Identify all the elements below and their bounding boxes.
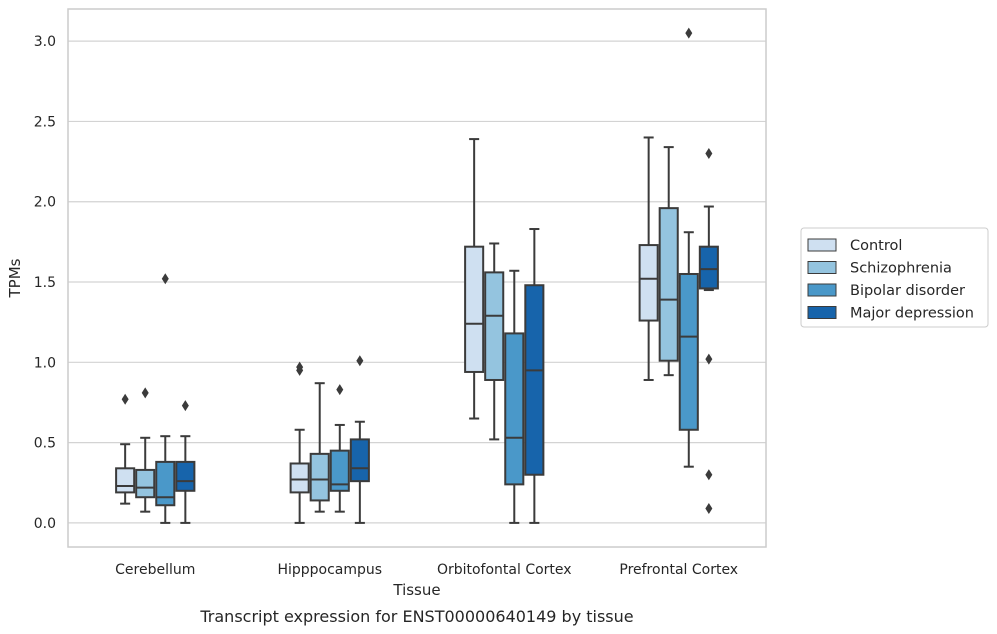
y-tick-labels: 0.0 0.5 1.0 1.5 2.0 2.5 3.0 <box>34 34 56 532</box>
box-body <box>504 332 525 486</box>
x-tick-labels: Cerebellum Hipppocampus Orbitofontal Corte… <box>115 562 738 578</box>
box <box>504 269 525 524</box>
legend-label: Bipolar disorder <box>850 283 965 299</box>
box <box>698 148 719 514</box>
box-body <box>484 271 505 381</box>
outlier-point <box>121 393 129 405</box>
y-tick-label: 1.0 <box>34 355 56 371</box>
box-body <box>115 467 136 494</box>
y-tick-label: 2.0 <box>34 195 56 211</box>
legend-label: Schizophrenia <box>850 261 952 277</box>
box-body <box>464 245 485 373</box>
figure-caption: Transcript expression for ENST0000064014… <box>199 607 633 626</box>
plot-area-frame <box>67 8 767 548</box>
gridlines <box>68 40 766 524</box>
box-body <box>309 452 330 502</box>
box-body <box>678 272 699 431</box>
box-body <box>289 462 310 494</box>
box <box>175 400 196 524</box>
box <box>658 146 679 377</box>
boxes <box>115 27 719 524</box>
outlier-point <box>685 27 693 39</box>
x-tick-label: Hipppocampus <box>277 562 382 578</box>
outlier-point <box>161 273 169 285</box>
box <box>115 393 136 505</box>
box <box>638 136 659 381</box>
box <box>289 361 310 524</box>
outlier-point <box>181 400 189 412</box>
box-body <box>135 468 156 499</box>
box <box>309 382 330 513</box>
y-tick-label: 1.5 <box>34 275 56 291</box>
box-body <box>155 460 176 507</box>
x-axis-label: Tissue <box>392 581 440 599</box>
y-axis-label: TPMs <box>6 258 24 298</box>
outlier-point <box>336 384 344 396</box>
outlier-point <box>705 353 713 365</box>
legend-frame <box>800 227 989 328</box>
box-body <box>349 438 370 483</box>
box <box>329 384 350 513</box>
box <box>524 228 545 524</box>
y-tick-label: 3.0 <box>34 34 56 50</box>
legend-swatch <box>807 238 837 252</box>
box-body <box>638 244 659 322</box>
x-tick-label: Prefrontal Cortex <box>619 562 738 578</box>
y-tick-label: 0.0 <box>34 516 56 532</box>
legend-swatch <box>807 306 837 319</box>
outlier-point <box>705 148 713 160</box>
y-tick-label: 2.5 <box>34 114 56 130</box>
outlier-point <box>356 355 364 367</box>
box <box>349 355 370 524</box>
box-body <box>524 284 545 476</box>
box-body <box>698 245 719 290</box>
box <box>155 273 176 524</box>
y-tick-label: 0.5 <box>34 436 56 452</box>
legend-swatch <box>807 283 837 297</box>
box-body <box>658 207 679 362</box>
outlier-point <box>141 387 149 399</box>
box <box>464 138 485 420</box>
legend-swatch <box>807 261 837 274</box>
outlier-point <box>705 469 713 481</box>
legend-label: Control <box>850 238 902 254</box>
x-tick-label: Cerebellum <box>115 562 195 578</box>
box-body <box>175 460 196 492</box>
box <box>484 242 505 441</box>
box <box>678 27 699 468</box>
box-body <box>329 449 350 492</box>
x-tick-label: Orbitofontal Cortex <box>437 562 572 578</box>
legend-label: Major depression <box>850 306 974 322</box>
outlier-point <box>296 361 304 373</box>
box <box>135 387 156 513</box>
legend: Control Schizophrenia Bipolar disorder Majo… <box>800 227 989 328</box>
outlier-point <box>705 502 713 514</box>
